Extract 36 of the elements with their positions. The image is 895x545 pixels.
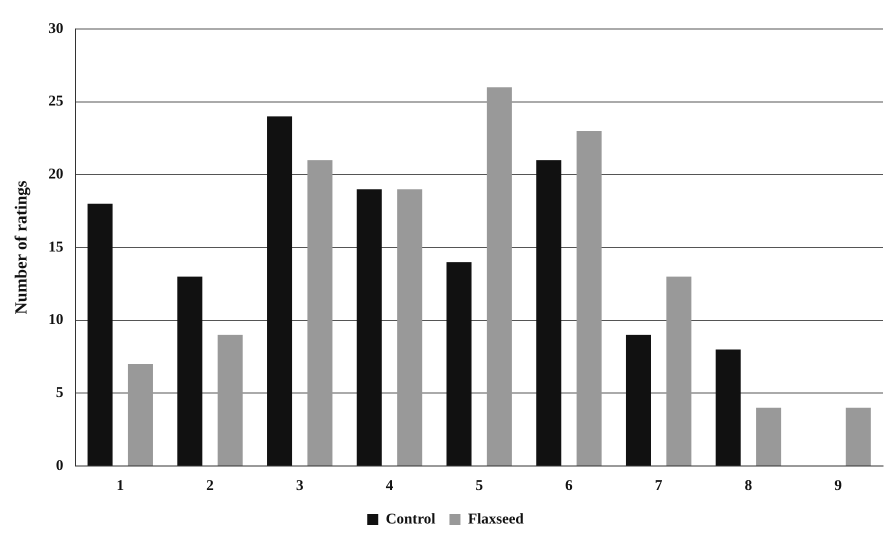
bar	[666, 276, 692, 466]
y-tick-label: 20	[48, 166, 64, 183]
bar	[267, 116, 292, 466]
bar	[307, 160, 332, 466]
x-tick-label: 4	[386, 478, 394, 494]
x-tick-label: 9	[834, 478, 842, 494]
x-tick-label: 7	[654, 478, 663, 494]
y-tick-label: 0	[56, 458, 64, 474]
bar	[128, 364, 153, 466]
y-tick-label: 25	[48, 94, 64, 110]
bar	[397, 189, 422, 466]
bar	[626, 334, 651, 466]
x-tick-label: 8	[744, 478, 752, 494]
x-tick-label: 6	[565, 478, 574, 494]
x-tick-label: 3	[296, 478, 304, 494]
bar	[716, 349, 741, 466]
bar	[177, 276, 202, 466]
y-tick-label: 5	[56, 385, 64, 402]
x-tick-label: 1	[116, 478, 124, 494]
y-tick-label: 30	[48, 20, 64, 37]
bar	[446, 262, 472, 466]
bar	[536, 160, 562, 466]
y-tick-label: 10	[48, 312, 64, 328]
y-tick-label: 15	[48, 239, 64, 256]
bar	[756, 408, 782, 466]
x-tick-label: 2	[206, 478, 214, 494]
bar	[218, 334, 243, 466]
bar	[356, 189, 382, 466]
x-tick-label: 5	[475, 478, 483, 494]
bar	[486, 87, 512, 466]
legend-label: Control	[386, 511, 436, 528]
bar	[88, 204, 113, 466]
y-axis-title: Number of ratings	[12, 180, 31, 314]
bar	[846, 408, 871, 466]
legend-label: Flaxseed	[468, 511, 524, 528]
bar	[576, 130, 602, 466]
